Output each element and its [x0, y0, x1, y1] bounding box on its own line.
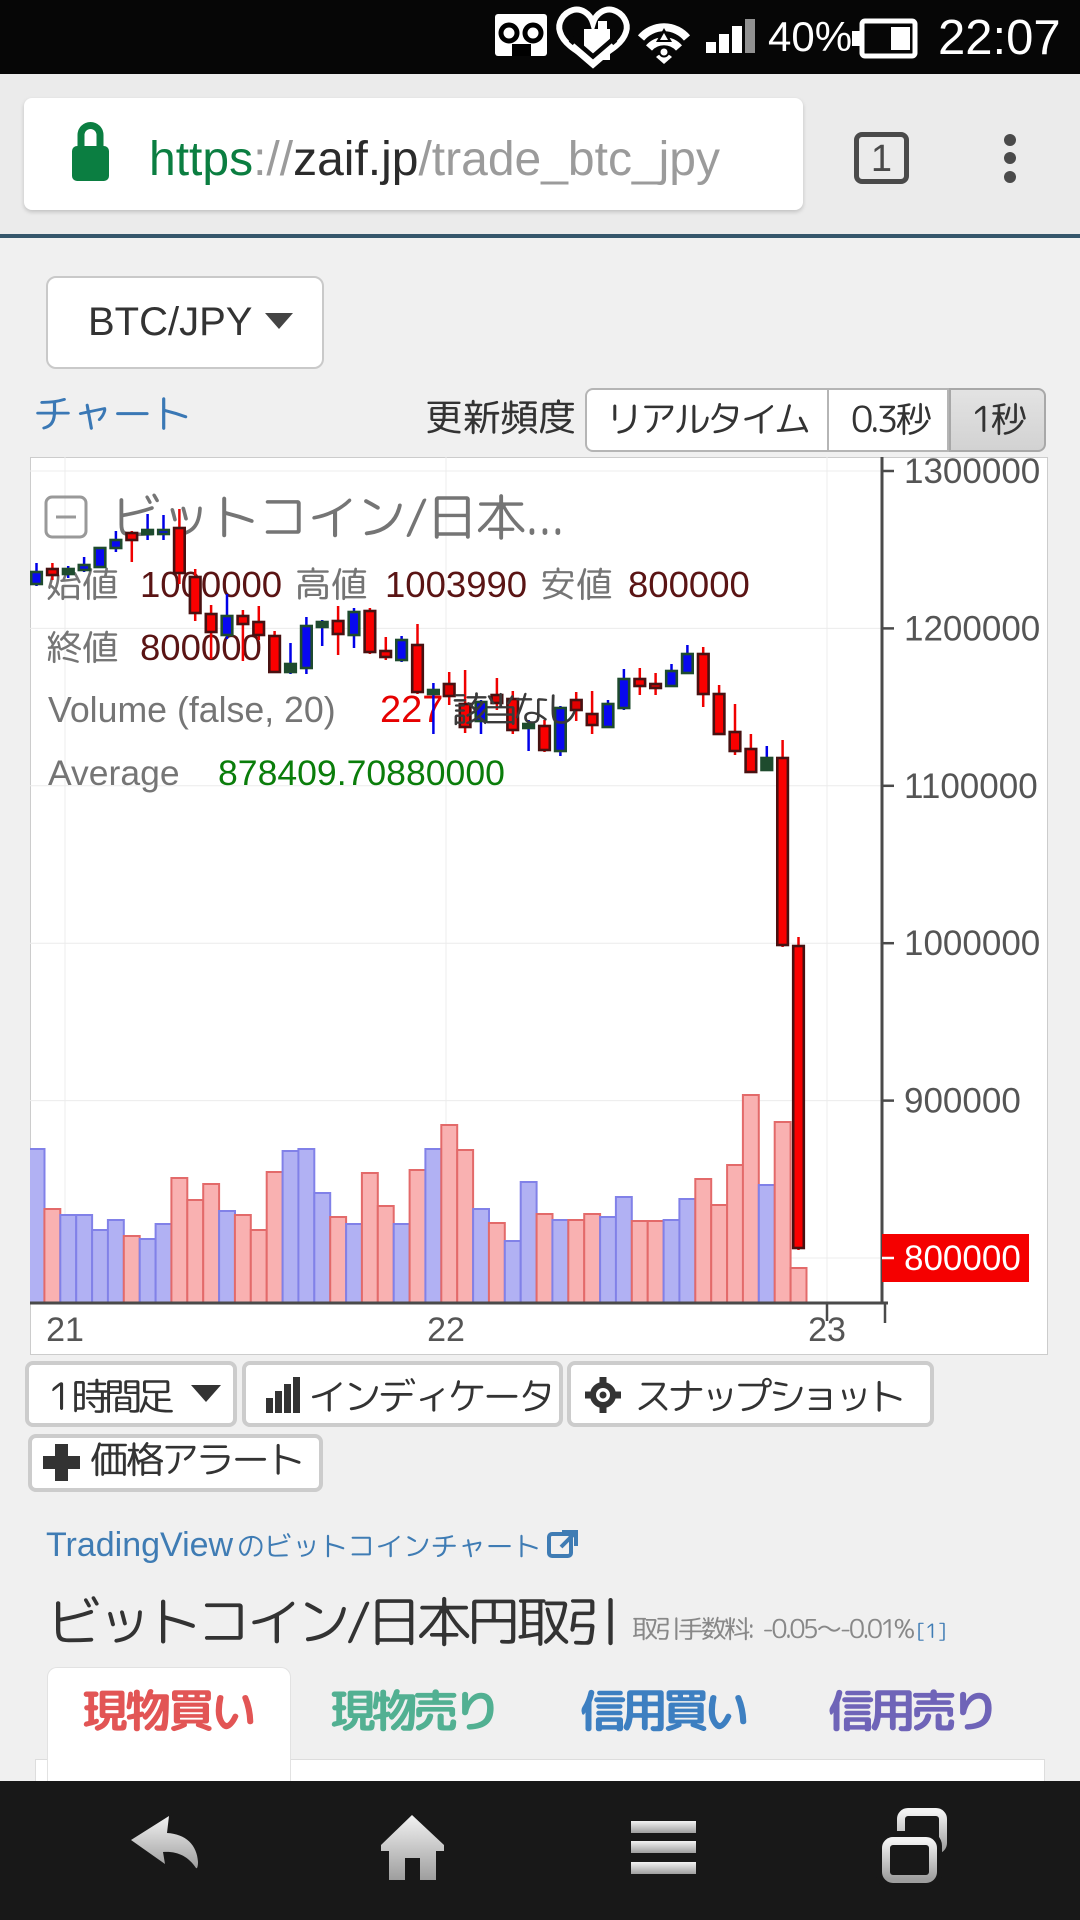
svg-text:21: 21: [46, 1311, 84, 1349]
svg-text:1000000: 1000000: [140, 564, 282, 605]
svg-text:1003990: 1003990: [385, 564, 527, 605]
svg-text:1200000: 1200000: [904, 609, 1040, 648]
svg-text:Average: Average: [48, 753, 180, 793]
svg-text:800000: 800000: [904, 1239, 1021, 1278]
svg-text:900000: 900000: [904, 1082, 1021, 1121]
svg-text:40%: 40%: [768, 13, 852, 60]
svg-text:800000: 800000: [628, 564, 750, 605]
svg-text:1000000: 1000000: [904, 924, 1040, 963]
svg-text:TradingView: TradingView: [46, 1526, 234, 1564]
svg-text:1100000: 1100000: [904, 767, 1038, 806]
svg-text:800000: 800000: [140, 627, 262, 668]
svg-text:23: 23: [808, 1311, 846, 1349]
svg-text:1300000: 1300000: [904, 457, 1040, 491]
svg-text:878409.70880000: 878409.70880000: [218, 753, 505, 793]
svg-text:Volume (false, 20): Volume (false, 20): [48, 690, 336, 730]
svg-text:https://zaif.jp/trade_btc_jpy: https://zaif.jp/trade_btc_jpy: [149, 133, 720, 186]
svg-text:22:07: 22:07: [938, 11, 1061, 65]
svg-text:22: 22: [427, 1311, 465, 1349]
